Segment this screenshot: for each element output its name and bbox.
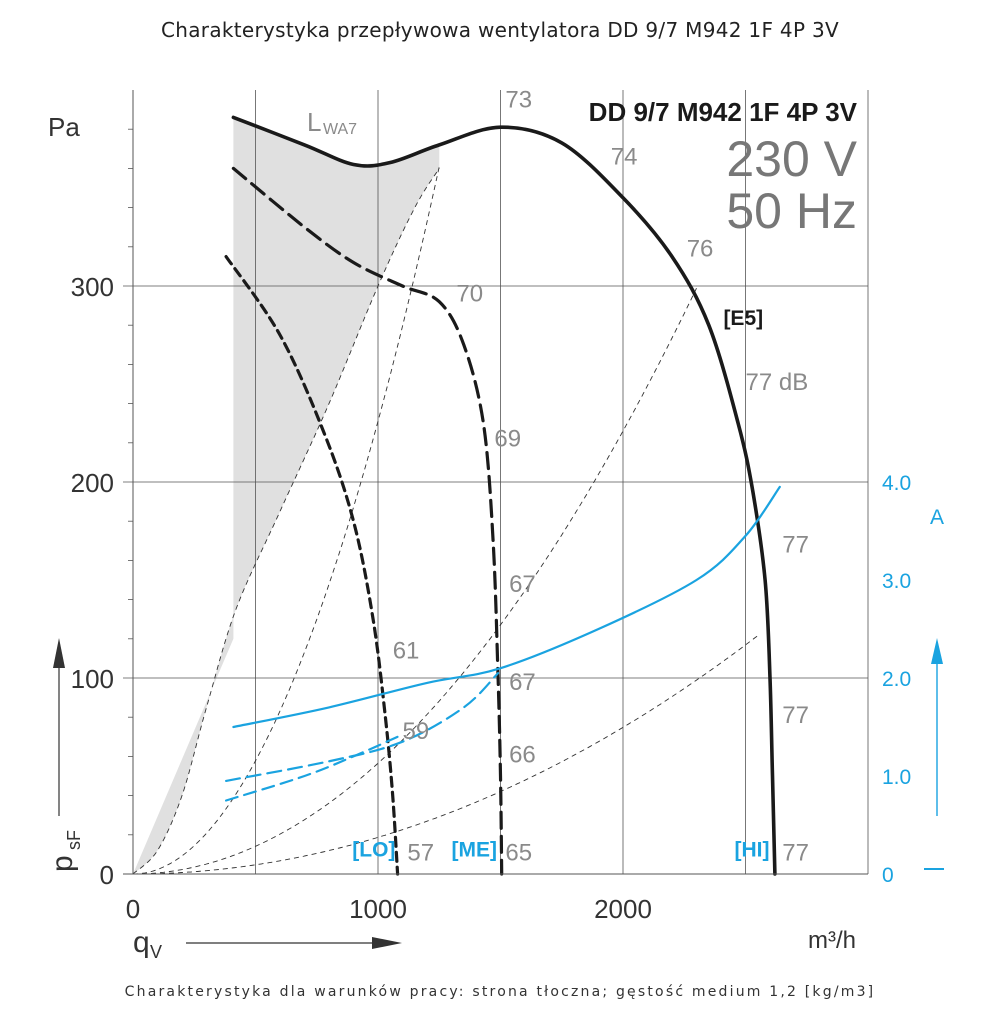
system-curve	[132, 288, 697, 875]
model-label: DD 9/7 M942 1F 4P 3V	[589, 97, 858, 127]
pressure-curve-hi	[231, 115, 777, 876]
speed-label: [E5]	[723, 307, 763, 330]
x-tick-label: 1000	[349, 894, 407, 924]
y-tick-label: 300	[71, 272, 114, 302]
x-tick-label: 0	[126, 894, 140, 924]
y2-tick-label: 1.0	[882, 766, 911, 789]
sound-level-label: 66	[509, 741, 536, 768]
sound-level-label: 77	[782, 839, 809, 866]
sound-level-label: 76	[687, 236, 714, 263]
sound-level-label: 73	[505, 87, 532, 114]
frequency-label: 50 Hz	[726, 183, 857, 239]
voltage-label: 230 V	[726, 131, 857, 187]
sound-level-label: 67	[509, 669, 536, 696]
y-tick-label: 0	[100, 860, 114, 890]
sound-level-label: 77	[782, 532, 809, 559]
y2-tick-label: 0	[882, 864, 894, 887]
sound-level-label: 77 dB	[746, 369, 809, 396]
sound-level-label: 70	[456, 281, 483, 308]
y-unit-label: Pa	[48, 112, 80, 142]
lwa-label: L	[307, 107, 321, 137]
lwa-shaded-region	[133, 117, 440, 874]
lwa-shaded-area	[133, 117, 440, 874]
x-unit-label: m³/h	[808, 927, 856, 954]
speed-label: [LO]	[352, 838, 395, 861]
speed-label: [HI]	[734, 838, 769, 861]
y2-tick-label: 2.0	[882, 668, 911, 691]
pressure-curves	[224, 115, 777, 876]
current-curve-me	[225, 672, 500, 782]
labels: 0 1000 2000 0 100 200 300 0 1.0 2.0 3.0 4.0 A Pa m³/h q…	[46, 87, 944, 962]
current-curve-hi	[232, 485, 781, 729]
y-tick-label: 200	[71, 468, 114, 498]
pressure-curve-me	[231, 166, 504, 876]
y2-tick-label: 3.0	[882, 570, 911, 593]
y-axis-arrow-head	[53, 638, 65, 668]
x-axis-label: q	[133, 926, 150, 959]
sound-level-label: 61	[393, 637, 420, 664]
x-axis-arrow-head	[372, 937, 402, 949]
x-axis-label-subscript: V	[150, 942, 162, 962]
axes	[53, 90, 944, 949]
y2-axis-arrow-head	[931, 638, 943, 664]
sound-level-label: 67	[509, 571, 536, 598]
chart-footnote: Charakterystyka dla warunków pracy: stro…	[124, 984, 876, 1000]
y-tick-label: 100	[71, 664, 114, 694]
sound-level-label: 59	[403, 718, 430, 745]
y-axis-label: p	[46, 855, 79, 872]
y-axis-label-subscript: sF	[64, 830, 84, 850]
current-curves	[225, 485, 781, 802]
speed-label: [ME]	[452, 838, 498, 861]
y2-unit-label: A	[930, 506, 944, 529]
lwa-boundary-curve	[132, 168, 440, 875]
pressure-curve-lo	[224, 255, 400, 876]
sound-level-label: 57	[407, 839, 434, 866]
lwa-label-subscript: WA7	[323, 121, 357, 138]
current-curve-lo	[225, 735, 399, 802]
sound-level-label: 65	[505, 839, 532, 866]
system-curve	[133, 635, 759, 875]
y2-tick-label: 4.0	[882, 472, 911, 495]
sound-level-label: 74	[611, 143, 638, 170]
chart-title: Charakterystyka przepływowa wentylatora …	[161, 18, 839, 42]
x-tick-label: 2000	[594, 894, 652, 924]
system-curves	[132, 166, 759, 875]
sound-level-label: 69	[494, 426, 521, 453]
system-curve	[132, 166, 440, 875]
sound-level-label: 77	[782, 702, 809, 729]
